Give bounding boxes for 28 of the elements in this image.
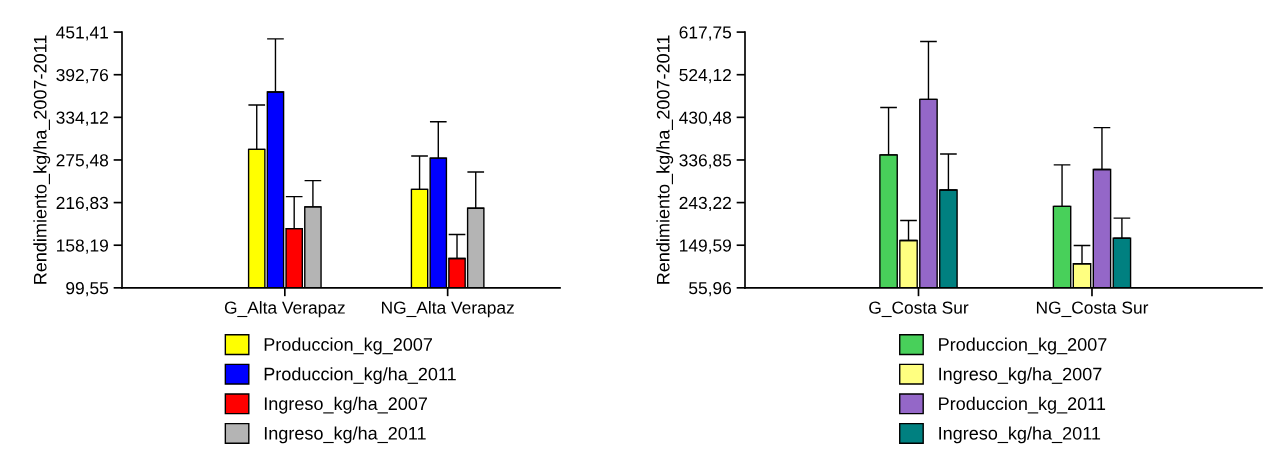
y-axis-title: Rendimiento_kg/ha_2007-2011 — [656, 35, 674, 284]
y-tick-label: 336,85 — [679, 154, 732, 169]
y-tick-label: 524,12 — [679, 68, 731, 84]
legend-label: Produccion_kg_2011 — [939, 396, 1106, 414]
x-tick-label: NG_Costa Sur — [1036, 301, 1149, 318]
x-tick-label: NG_Alta Verapaz — [382, 301, 514, 318]
y-tick-label: 158,19 — [57, 239, 108, 254]
y-tick-label: 392,76 — [56, 68, 109, 84]
y-tick-label: 451,41 — [56, 26, 108, 41]
y-axis-title: Rendimiento_kg/ha_2007-2011 — [33, 35, 51, 284]
legend-label: Produccion_kg_2007 — [939, 337, 1107, 355]
y-tick-label: 55,96 — [689, 282, 732, 297]
legend-label: Ingreso_kg/ha_2007 — [264, 396, 427, 414]
legend-label: Ingreso_kg/ha_2011 — [939, 426, 1101, 444]
legend-label: Produccion_kg/ha_2011 — [264, 367, 456, 385]
y-tick-label: 149,59 — [680, 239, 731, 254]
legend-label: Ingreso_kg/ha_2011 — [264, 426, 426, 444]
y-tick-label: 216,83 — [56, 196, 109, 212]
y-tick-label: 617,75 — [679, 26, 732, 41]
y-tick-label: 275,48 — [56, 154, 109, 169]
y-tick-label: 243,22 — [679, 196, 731, 212]
y-tick-label: 334,12 — [56, 111, 108, 126]
legend-label: Produccion_kg_2007 — [264, 337, 432, 355]
x-tick-label: G_Costa Sur — [869, 301, 969, 318]
y-tick-label: 430,48 — [679, 111, 732, 126]
y-tick-label: 99,55 — [66, 282, 109, 297]
legend-label: Ingreso_kg/ha_2007 — [939, 367, 1102, 385]
x-tick-label: G_Alta Verapaz — [224, 301, 345, 318]
